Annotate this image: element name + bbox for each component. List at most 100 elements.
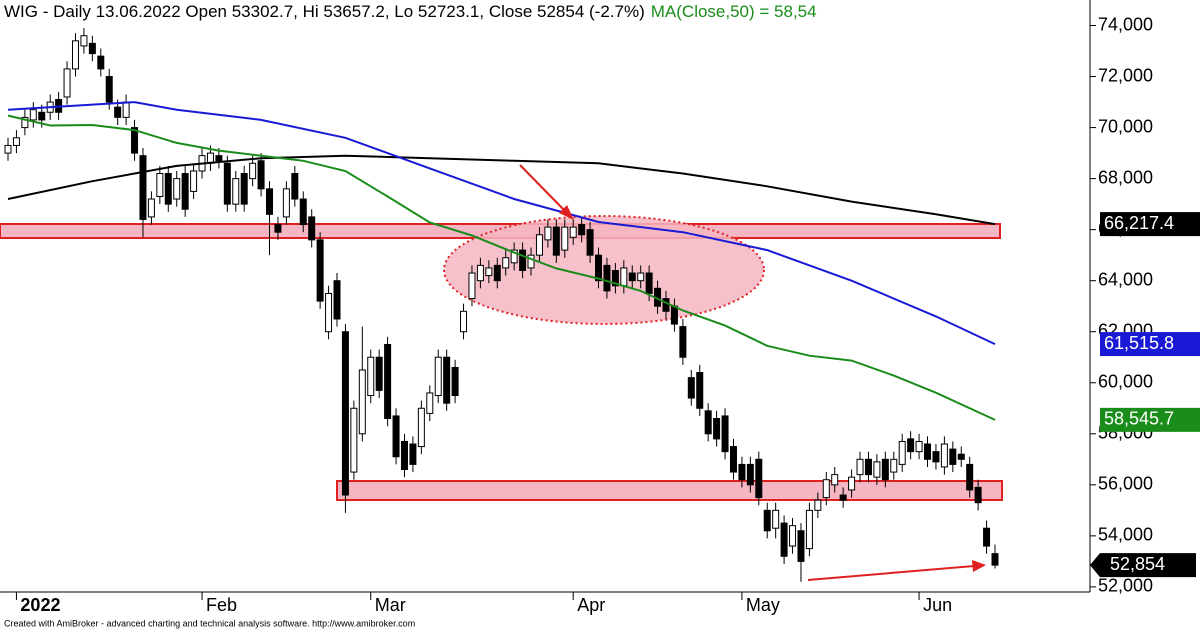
candle-body (940, 443, 948, 468)
candle-body (333, 280, 341, 320)
candle-body (907, 438, 915, 453)
x-tick-label: 2022 (20, 595, 60, 615)
arrow-head (972, 560, 986, 572)
y-tick-label: 60,000 (1098, 372, 1153, 392)
candle-body (29, 109, 37, 121)
last-value-box (1100, 332, 1200, 357)
candle-body (71, 40, 79, 70)
candle-body (257, 160, 265, 190)
candle-body (274, 224, 282, 233)
moving-average (7, 154, 996, 226)
arrow (807, 565, 975, 581)
plot-area (4, 28, 999, 582)
candle-body (839, 494, 847, 501)
candle-body (476, 264, 484, 282)
y-tick-label: 74,000 (1098, 14, 1153, 34)
last-value-label: 61,515.8 (1104, 333, 1174, 353)
candle-body (443, 356, 451, 404)
candle-body (375, 356, 383, 391)
candle-body (957, 453, 965, 460)
candle-body (105, 76, 113, 103)
candle-body (114, 106, 122, 118)
candle-body (38, 111, 46, 121)
candle-body (595, 254, 603, 282)
candle-body (991, 553, 999, 566)
candle-body (578, 224, 586, 236)
candle-body (156, 173, 164, 197)
candle-body (384, 343, 392, 419)
candle-body (173, 178, 181, 200)
candle-body (620, 267, 628, 287)
candle-body (805, 509, 813, 550)
candle-body (603, 264, 611, 292)
candle-body (822, 479, 830, 499)
candle-body (460, 310, 468, 333)
candle-body (755, 458, 763, 499)
candle-body (232, 178, 240, 205)
candle-body (527, 254, 535, 269)
candle-body (493, 264, 501, 282)
candle-body (4, 144, 12, 154)
candle-body (628, 272, 636, 282)
y-tick-label: 70,000 (1098, 116, 1153, 136)
arrow-head (559, 205, 574, 220)
candle-body (249, 162, 257, 180)
candle-body (434, 356, 442, 397)
candle-body (763, 509, 771, 532)
candle-body (223, 162, 231, 205)
candle-body (780, 522, 788, 557)
close-box (1090, 553, 1196, 578)
candle-body (645, 272, 653, 294)
candle-body (789, 525, 797, 547)
footer: Created with AmiBroker - advanced charti… (4, 618, 415, 628)
candle-body (856, 458, 864, 476)
candle-body (12, 137, 20, 146)
candle-body (367, 356, 375, 397)
candle-body (282, 188, 290, 218)
candle-body (468, 272, 476, 300)
candle-body (729, 446, 737, 473)
arrow (519, 164, 567, 213)
y-tick-label: 52,000 (1098, 576, 1153, 596)
candle-body (510, 249, 518, 264)
y-tick-label: 56,000 (1098, 474, 1153, 494)
candle-body (122, 101, 130, 118)
candle-body (713, 417, 721, 440)
candle-body (392, 415, 400, 458)
candle-body (932, 451, 940, 463)
last-value-label: 66,217.4 (1104, 213, 1174, 233)
x-tick-label: May (746, 595, 780, 615)
chart-title: WIG - Daily 13.06.2022 Open 53302.7, Hi … (4, 2, 645, 21)
candle-body (772, 509, 780, 529)
candle-body (611, 269, 619, 287)
candle-body (670, 305, 678, 325)
candle-body (848, 476, 856, 491)
candle-body (519, 249, 527, 271)
candle-body (687, 377, 695, 399)
last-value-label: 58,545.7 (1104, 409, 1174, 429)
candle-body (679, 326, 687, 358)
candle-body (341, 331, 349, 496)
x-tick-label: Jun (923, 595, 952, 615)
candle-body (704, 410, 712, 435)
candle-body (451, 366, 459, 397)
candle-body (569, 226, 577, 238)
candle-body (350, 407, 358, 473)
candle-body (586, 229, 594, 256)
candle-body (97, 55, 105, 70)
candle-body (147, 198, 155, 218)
candle-body (814, 499, 822, 511)
candle-body (240, 173, 248, 205)
moving-average (7, 114, 996, 421)
candle-body (721, 415, 729, 453)
moving-average (7, 101, 996, 346)
candle-body (924, 443, 932, 460)
candle-body (215, 155, 223, 162)
x-tick-label: Feb (206, 595, 237, 615)
candle-body (358, 369, 366, 435)
y-tick-label: 72,000 (1098, 65, 1153, 85)
candle-body (426, 392, 434, 414)
last-value-box (1100, 407, 1200, 432)
candle-body (966, 463, 974, 491)
